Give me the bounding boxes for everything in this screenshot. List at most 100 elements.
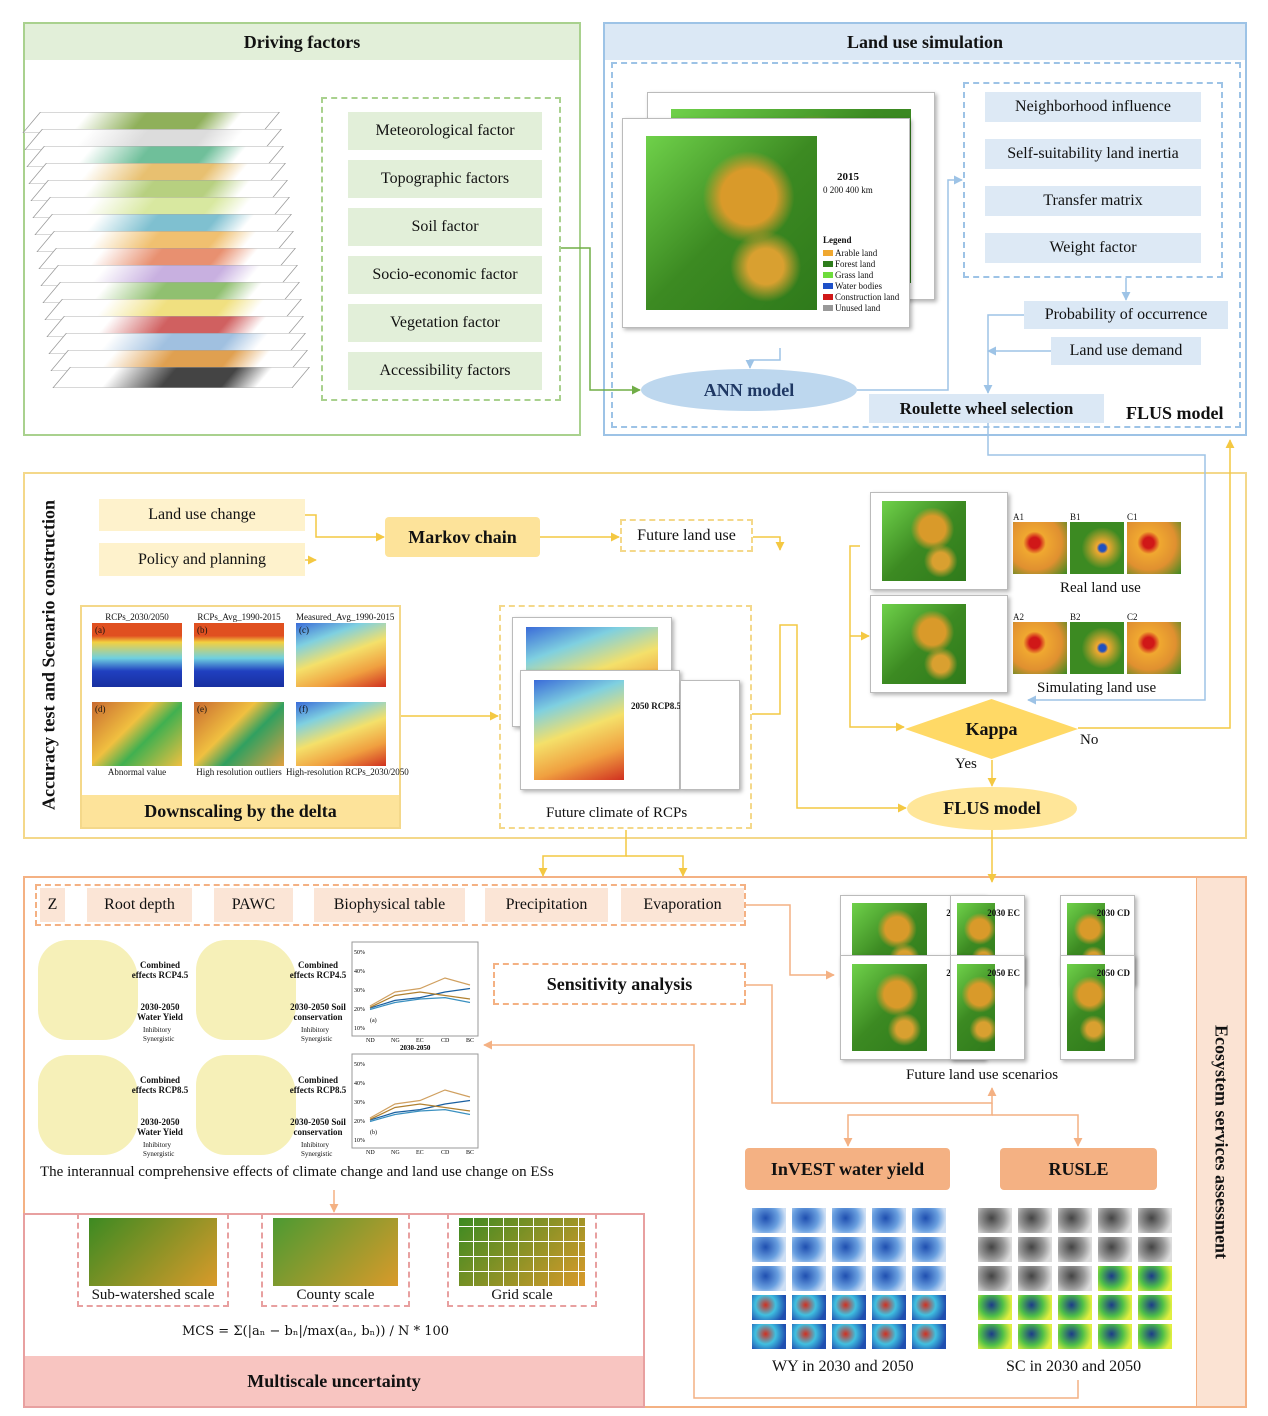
yes-label: Yes xyxy=(955,756,977,772)
legend-label: Grass land xyxy=(835,269,874,280)
no-label: No xyxy=(1080,732,1099,748)
wy-thumbnail xyxy=(752,1295,786,1320)
effect-map xyxy=(38,1055,138,1155)
downscaling-panel-title: RCPs_Avg_1990-2015 xyxy=(197,612,281,622)
effect-legend-synergistic: Synergistic xyxy=(143,1150,175,1158)
legend-swatch xyxy=(823,304,833,311)
legend-swatch xyxy=(823,293,833,300)
land-use-map-2015: 2015 0 200 400 km Legend Arable land Fore… xyxy=(622,118,910,328)
scenario-title: 2050 CD xyxy=(1096,968,1130,978)
climate-map-2050: 2050 RCP8.5 xyxy=(520,670,681,790)
real-land-use-map xyxy=(870,492,1008,590)
future-land-use: Future land use xyxy=(620,519,753,552)
zoom-label: B1 xyxy=(1070,512,1081,522)
land-use-change: Land use change xyxy=(99,499,305,531)
legend-label: Unused land xyxy=(835,302,881,313)
wy-thumbnail xyxy=(792,1295,826,1320)
zoom-thumbnail xyxy=(1127,622,1181,674)
ecosystem-title-bar xyxy=(1196,878,1245,1406)
zoom-thumbnail xyxy=(1127,522,1181,574)
sc-thumbnail xyxy=(1058,1295,1092,1320)
wy-thumbnail xyxy=(832,1237,866,1262)
panel-letter: (b) xyxy=(197,625,208,635)
sc-thumbnail xyxy=(1058,1237,1092,1262)
downscaling-panel: (c) xyxy=(296,623,386,687)
sc-thumbnail xyxy=(1138,1266,1172,1291)
land-use-simulation-panel: Land use simulation xyxy=(603,22,1247,436)
sc-thumbnail xyxy=(978,1266,1012,1291)
zoom-label: A2 xyxy=(1013,612,1024,622)
effect-legend-synergistic: Synergistic xyxy=(301,1150,333,1158)
wy-thumbnail xyxy=(792,1324,826,1349)
multiscale-title: Multiscale uncertainty xyxy=(25,1356,643,1406)
factor-layer xyxy=(52,367,310,388)
flus-model-label: FLUS model xyxy=(1126,403,1224,423)
legend-swatch xyxy=(823,282,833,289)
scale-map xyxy=(459,1218,585,1286)
effect-map-title: Combined effects RCP8.5 xyxy=(131,1075,189,1095)
sc-thumbnail xyxy=(1138,1295,1172,1320)
panel-letter: (e) xyxy=(197,704,207,714)
roulette-wheel-selection: Roulette wheel selection xyxy=(869,394,1104,423)
wy-thumbnail xyxy=(912,1237,946,1262)
wy-thumbnail xyxy=(872,1208,906,1233)
wy-thumbnail xyxy=(752,1237,786,1262)
effect-map xyxy=(196,1055,296,1155)
panel-letter: (c) xyxy=(299,625,309,635)
markov-chain: Markov chain xyxy=(385,517,540,557)
input-item: Evaporation xyxy=(621,888,744,922)
wy-thumbnail xyxy=(912,1295,946,1320)
sc-thumbnail xyxy=(978,1324,1012,1349)
scenarios-caption: Future land use scenarios xyxy=(906,1067,1059,1083)
wy-thumbnail xyxy=(752,1324,786,1349)
scale-map xyxy=(89,1218,217,1286)
downscaling-panel-title: RCPs_2030/2050 xyxy=(105,612,169,622)
effect-map-subtitle: 2030-2050 Water Yield xyxy=(137,1117,183,1137)
effect-legend-inhibitory: Inhibitory xyxy=(143,1026,171,1034)
probability-of-occurrence: Probability of occurrence xyxy=(1024,301,1228,329)
factor-item: Meteorological factor xyxy=(348,112,542,150)
influence-item: Weight factor xyxy=(985,233,1201,263)
driving-factors-panel: Driving factors xyxy=(23,22,581,436)
wy-thumbnail xyxy=(832,1266,866,1291)
factor-item: Accessibility factors xyxy=(348,352,542,390)
downscaling-panel: (d) xyxy=(92,702,182,766)
sc-thumbnail xyxy=(1018,1208,1052,1233)
future-climate-caption: Future climate of RCPs xyxy=(546,805,688,821)
sc-thumbnail xyxy=(1058,1208,1092,1233)
effect-legend-synergistic: Synergistic xyxy=(301,1035,333,1043)
sc-thumbnail xyxy=(1018,1324,1052,1349)
map-scale: 0 200 400 km xyxy=(823,185,873,195)
connector-arrow xyxy=(626,855,688,877)
scale-label: County scale xyxy=(296,1287,375,1303)
downscaling-title: Downscaling by the delta xyxy=(82,795,399,827)
effect-map-title: Combined effects RCP4.5 xyxy=(289,960,347,980)
input-item: Root depth xyxy=(87,888,192,922)
sc-thumbnail xyxy=(978,1237,1012,1262)
input-item: Precipitation xyxy=(485,888,608,922)
wy-thumbnail xyxy=(912,1208,946,1233)
sensitivity-analysis: Sensitivity analysis xyxy=(493,963,746,1005)
scenario-map: 2050 CD xyxy=(1060,955,1135,1060)
input-item: Z xyxy=(40,888,65,922)
sc-thumbnail xyxy=(1098,1208,1132,1233)
sc-thumbnail xyxy=(978,1295,1012,1320)
sc-thumbnail xyxy=(1138,1237,1172,1262)
effect-map xyxy=(38,940,138,1040)
downscaling-panel: (a) xyxy=(92,623,182,687)
policy-and-planning: Policy and planning xyxy=(99,543,305,576)
wy-thumbnail xyxy=(872,1324,906,1349)
scenario-title: 2030 CD xyxy=(1096,908,1130,918)
wy-thumbnail xyxy=(912,1266,946,1291)
effect-map-subtitle: 2030-2050 Soil conservation xyxy=(290,1002,346,1022)
downscaling-caption: Abnormal value xyxy=(107,767,167,777)
wy-thumbnail xyxy=(792,1266,826,1291)
driving-factors-title: Driving factors xyxy=(25,24,579,60)
invest-water-yield: InVEST water yield xyxy=(745,1148,950,1190)
legend-item: Unused land xyxy=(823,302,899,313)
effect-map-title: Combined effects RCP8.5 xyxy=(289,1075,347,1095)
wy-thumbnail xyxy=(872,1295,906,1320)
legend-label: Water bodies xyxy=(835,280,883,291)
downscaling-box xyxy=(80,605,401,829)
legend-label: Arable land xyxy=(835,247,878,258)
